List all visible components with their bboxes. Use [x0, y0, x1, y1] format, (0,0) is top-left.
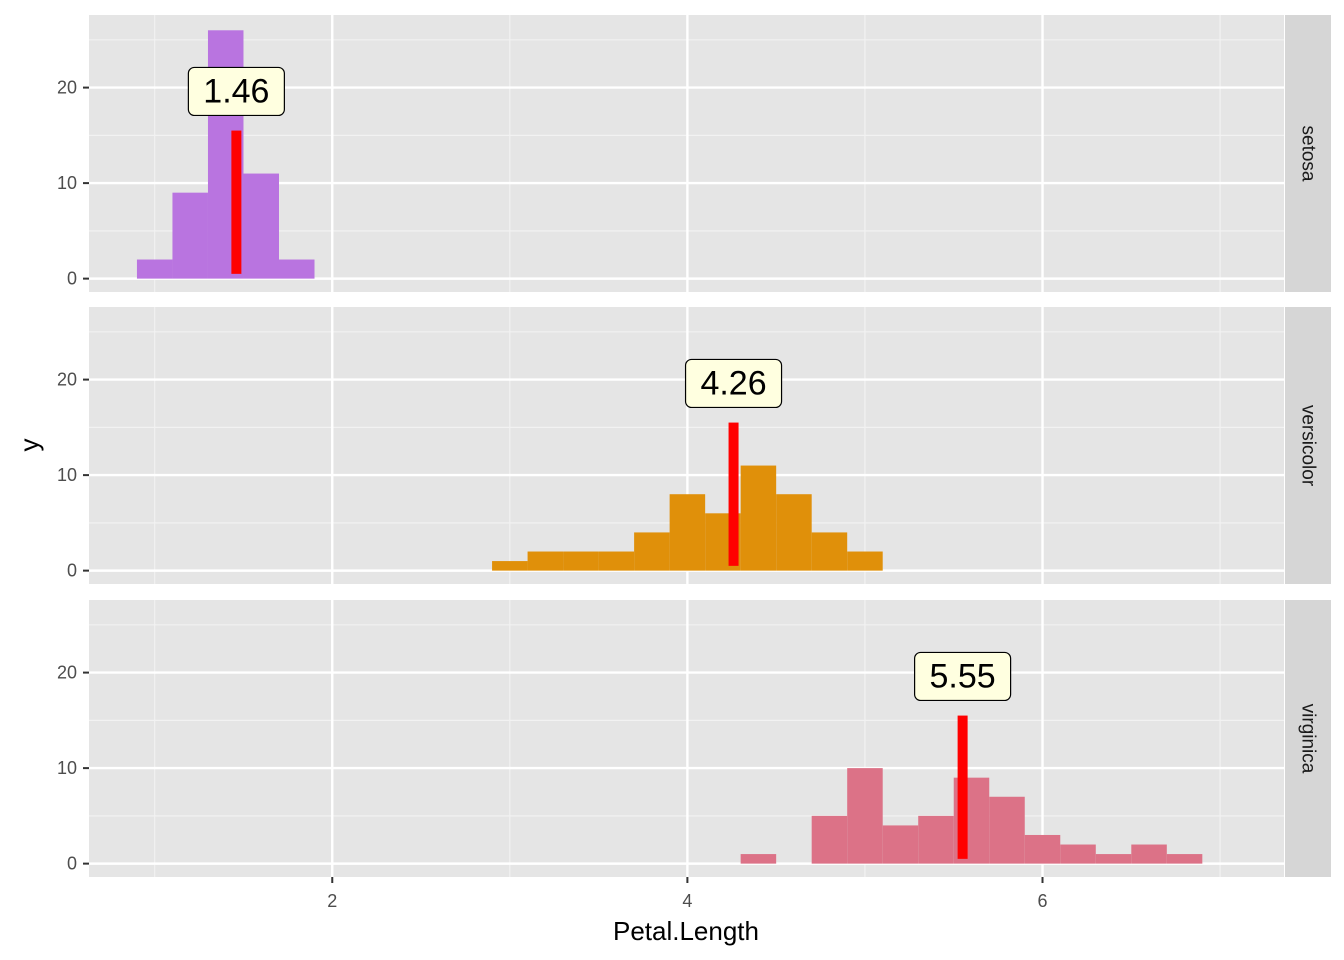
- y-tick-label: 20: [57, 663, 77, 683]
- histogram-bar: [527, 551, 564, 571]
- mean-label-text: 4.26: [700, 364, 766, 402]
- histogram-bar: [634, 532, 670, 571]
- histogram-bar: [669, 494, 706, 571]
- panels-layer: 1.4601020setosa4.2601020versicolor5.5501…: [57, 15, 1331, 877]
- y-tick-label: 10: [57, 758, 77, 778]
- mean-label: 1.46: [187, 66, 285, 117]
- histogram-bar: [598, 551, 635, 571]
- panel-versicolor: 4.26 0 10 20 versicolor: [57, 307, 1331, 584]
- x-tick-label: 2: [327, 891, 337, 911]
- histogram-bar: [882, 825, 919, 864]
- histogram-bar: [776, 494, 812, 571]
- facet-strip-label: versicolor: [1298, 405, 1319, 487]
- mean-label: 4.26: [684, 358, 783, 409]
- histogram-bar: [172, 192, 208, 279]
- histogram-bar: [1095, 854, 1132, 864]
- x-axis: 2 4 6: [327, 877, 1048, 911]
- panel-setosa: 1.46 0 10 20 setosa: [57, 15, 1331, 292]
- mean-marker: [728, 422, 739, 566]
- facet-strip-label: virginica: [1298, 704, 1319, 774]
- mean-label-box: [684, 358, 783, 409]
- histogram-bar: [918, 815, 954, 864]
- mean-marker: [957, 715, 968, 859]
- mean-label-box: [914, 651, 1012, 702]
- histogram-bar: [1166, 854, 1203, 864]
- y-tick-label: 0: [67, 561, 77, 581]
- histogram-bar: [847, 768, 883, 864]
- histogram-bar: [1024, 834, 1061, 864]
- histogram-bar: [278, 259, 315, 279]
- facet-strip: [1285, 15, 1331, 292]
- facet-strip-label: setosa: [1298, 126, 1319, 182]
- mean-marker: [231, 130, 242, 274]
- facet-strip: [1285, 600, 1331, 877]
- histogram-bar: [811, 815, 848, 864]
- y-tick-label: 10: [57, 465, 77, 485]
- histogram-bar: [243, 173, 279, 279]
- x-tick-label: 6: [1038, 891, 1048, 911]
- histogram-bar: [989, 796, 1025, 864]
- histogram-bar: [1131, 844, 1167, 864]
- histogram-bar: [811, 532, 848, 571]
- histogram-bar: [1060, 844, 1096, 864]
- y-tick-label: 0: [67, 269, 77, 289]
- x-tick-label: 4: [682, 891, 692, 911]
- mean-label: 5.55: [914, 651, 1012, 702]
- y-axis-title: y: [14, 439, 44, 452]
- histogram-bar: [136, 259, 173, 279]
- histogram-bar: [740, 465, 777, 571]
- facet-strip: [1285, 307, 1331, 584]
- mean-label-box: [187, 66, 285, 117]
- y-tick-label: 0: [67, 854, 77, 874]
- y-tick-label: 10: [57, 173, 77, 193]
- panel-virginica: 5.55 0 10 20 virginica: [57, 600, 1331, 877]
- mean-label-text: 1.46: [203, 72, 269, 110]
- mean-label-text: 5.55: [930, 657, 996, 695]
- histogram-bar: [847, 551, 883, 571]
- y-tick-label: 20: [57, 370, 77, 390]
- x-axis-title: Petal.Length: [613, 916, 759, 946]
- histogram-bar: [740, 854, 777, 864]
- y-tick-label: 20: [57, 78, 77, 98]
- histogram-bar: [563, 551, 599, 571]
- histogram-bar: [492, 561, 528, 571]
